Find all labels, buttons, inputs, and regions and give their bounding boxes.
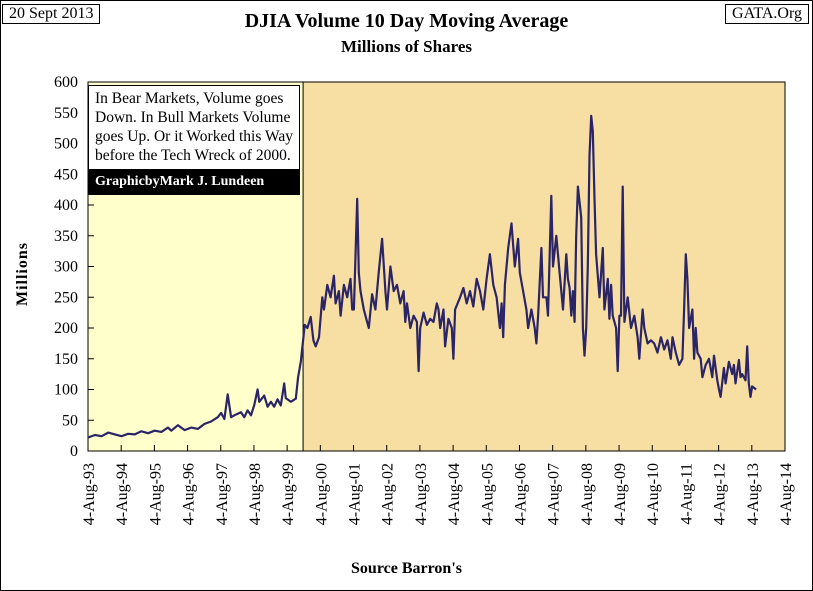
bear-market-region [303, 82, 785, 451]
chart-title: DJIA Volume 10 Day Moving Average [244, 10, 569, 32]
y-tick-label: 450 [54, 166, 78, 183]
y-tick-label: 200 [54, 320, 78, 337]
x-tick-label: 4-Aug-13 [745, 463, 762, 525]
axes [87, 81, 786, 452]
chart-subtitle: Millions of Shares [341, 37, 472, 56]
y-tick-label: 350 [54, 228, 78, 245]
y-tick-label: 250 [54, 289, 78, 306]
x-tick-label: 4-Aug-95 [147, 463, 164, 525]
x-tick-label: 4-Aug-96 [181, 463, 198, 525]
series-layer [87, 114, 757, 439]
x-tick-label: 4-Aug-08 [579, 463, 596, 525]
y-tick-label: 150 [54, 351, 78, 368]
x-tick-label: 4-Aug-11 [678, 463, 695, 525]
y-tick-label: 50 [62, 412, 78, 429]
x-tick-label: 4-Aug-04 [446, 463, 463, 525]
date-label: 20 Sept 2013 [2, 4, 101, 24]
credit-label: GraphicbyMark J. Lundeen [89, 169, 299, 194]
x-tick-label: 4-Aug-00 [313, 463, 330, 525]
x-tick-label: 4-Aug-10 [645, 463, 662, 525]
x-tick-label: 4-Aug-06 [512, 463, 529, 525]
x-axis-label: Source Barron's [351, 560, 462, 577]
y-tick-label: 300 [54, 259, 78, 276]
volume-series-line [87, 114, 757, 439]
x-tick-label: 4-Aug-93 [81, 463, 98, 525]
x-tick-label: 4-Aug-05 [479, 463, 496, 525]
x-tick-label: 4-Aug-14 [778, 463, 795, 525]
x-tick-label: 4-Aug-09 [612, 463, 629, 525]
y-tick-labels: 0 50 100 150 200 250 300 350 400 450 500 550 600 [54, 74, 78, 460]
x-tick-label: 4-Aug-07 [546, 463, 563, 525]
y-tick-label: 550 [54, 105, 78, 122]
y-tick-label: 400 [54, 197, 78, 214]
y-tick-label: 500 [54, 136, 78, 153]
annotation-note: In Bear Markets, Volume goes Down. In Bu… [95, 90, 293, 164]
x-tick-label: 4-Aug-94 [114, 463, 131, 525]
annotation-box: In Bear Markets, Volume goes Down. In Bu… [88, 85, 300, 195]
x-tick-label: 4-Aug-99 [280, 463, 297, 525]
source-site-label: GATA.Org [725, 4, 809, 24]
y-tick-label: 0 [70, 443, 78, 460]
y-axis-label: Millions [14, 242, 31, 307]
x-tick-label: 4-Aug-02 [380, 463, 397, 525]
y-tick-label: 100 [54, 382, 78, 399]
x-tick-label: 4-Aug-97 [214, 463, 231, 525]
x-tick-label: 4-Aug-01 [347, 463, 364, 525]
x-tick-label: 4-Aug-98 [247, 463, 264, 525]
y-tick-label: 600 [54, 74, 78, 91]
x-tick-labels: 4-Aug-93 4-Aug-94 4-Aug-95 4-Aug-96 4-Aug-97… [81, 463, 795, 525]
x-tick-label: 4-Aug-03 [413, 463, 430, 525]
x-tick-label: 4-Aug-12 [712, 463, 729, 525]
